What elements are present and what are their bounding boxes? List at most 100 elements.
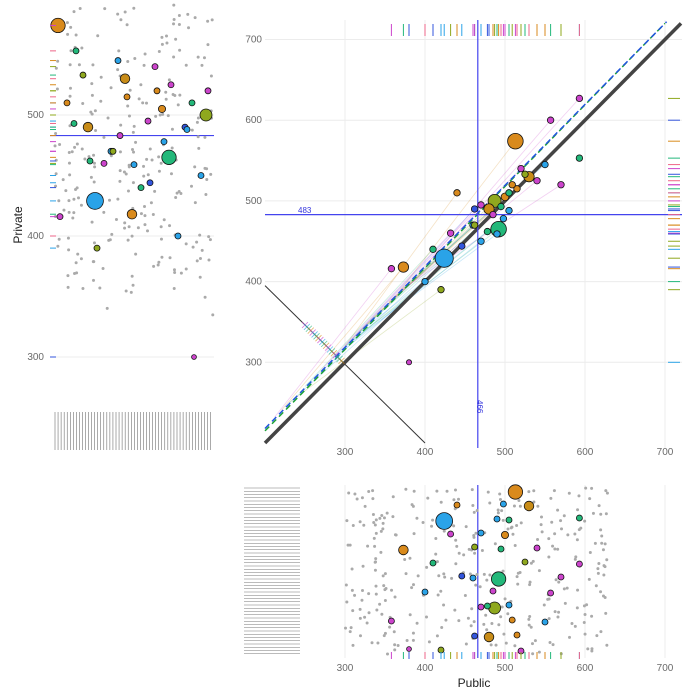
left-background-point <box>114 218 118 222</box>
left-background-point <box>76 252 80 256</box>
bottom-background-point <box>605 491 609 495</box>
left-background-point <box>90 82 94 86</box>
bottom-background-point <box>434 537 438 541</box>
left-background-point <box>193 16 197 20</box>
scatter-point <box>557 181 565 189</box>
left-highlight-point <box>109 147 117 155</box>
left-highlight-point <box>157 104 166 113</box>
bottom-background-point <box>393 643 397 647</box>
bottom-marginal-panel: 300 400 500 600 700 <box>244 484 674 674</box>
bottom-background-point <box>536 504 540 508</box>
bottom-background-point <box>594 584 598 588</box>
left-background-point <box>99 99 103 103</box>
projection-line <box>345 208 475 346</box>
bottom-background-point <box>537 650 541 654</box>
bottom-background-point <box>582 621 586 625</box>
left-background-point <box>179 191 183 195</box>
left-background-point <box>66 236 70 240</box>
bottom-background-point <box>408 556 412 560</box>
left-background-point <box>77 63 81 67</box>
bottom-background-point <box>567 491 571 495</box>
left-background-point <box>99 75 103 79</box>
bottom-background-point <box>604 512 608 516</box>
bottom-background-point <box>393 533 397 537</box>
left-background-point <box>75 186 79 190</box>
left-background-point <box>170 127 174 131</box>
bottom-background-point <box>513 543 517 547</box>
left-background-point <box>211 313 215 317</box>
left-background-point <box>131 283 135 287</box>
bottom-background-point <box>367 592 371 596</box>
bottom-background-point <box>562 514 566 518</box>
bottom-background-point <box>577 494 581 498</box>
left-background-point <box>132 6 136 10</box>
left-background-point <box>139 83 143 87</box>
bottom-background-point <box>602 573 606 577</box>
left-background-point <box>174 37 178 41</box>
bottom-background-point <box>518 571 522 575</box>
bottom-background-point <box>361 564 365 568</box>
left-background-point <box>142 63 146 67</box>
bottom-background-point <box>575 606 579 610</box>
bottom-background-point <box>601 548 605 552</box>
bottom-background-point <box>478 585 482 589</box>
scatter-point <box>470 205 479 213</box>
bottom-background-point <box>372 521 376 525</box>
bottom-background-point <box>404 572 408 576</box>
projection-line <box>350 204 482 341</box>
left-background-point <box>67 199 71 203</box>
left-highlight-point <box>86 192 104 210</box>
left-background-point <box>131 130 135 134</box>
left-background-point <box>71 216 75 220</box>
bottom-category-labels <box>244 487 300 654</box>
bottom-background-point <box>529 561 533 565</box>
scatter-point <box>541 160 549 169</box>
left-background-point <box>156 263 160 267</box>
left-background-point <box>132 150 136 154</box>
left-background-point <box>108 238 112 242</box>
x-tick-label: 300 <box>337 447 354 458</box>
left-category-labels <box>54 412 211 450</box>
left-background-point <box>172 268 176 272</box>
bottom-highlight-point <box>483 602 491 610</box>
bottom-background-point <box>551 544 555 548</box>
bottom-background-point <box>443 575 447 579</box>
left-highlight-point <box>82 121 94 133</box>
scatter-point <box>493 230 501 238</box>
left-background-point <box>141 101 145 105</box>
bottom-background-point <box>546 597 550 601</box>
left-background-point <box>202 56 206 60</box>
bottom-background-point <box>374 592 378 596</box>
bottom-background-point <box>393 648 397 652</box>
left-background-point <box>203 295 207 299</box>
bottom-highlight-point <box>500 531 509 540</box>
bottom-background-point <box>599 590 603 594</box>
bottom-x-tick-label: 600 <box>577 663 594 674</box>
bottom-background-point <box>345 519 349 523</box>
bottom-highlight-point <box>507 484 524 500</box>
left-background-point <box>168 256 172 260</box>
bottom-background-point <box>576 508 580 512</box>
scatter-point <box>483 227 492 236</box>
left-background-point <box>80 46 84 50</box>
left-background-point <box>66 32 70 36</box>
left-background-point <box>158 113 162 117</box>
bottom-background-point <box>426 496 430 500</box>
projection-line <box>305 257 445 386</box>
left-background-point <box>65 21 69 25</box>
left-background-point <box>190 128 194 132</box>
bottom-background-point <box>496 508 500 512</box>
left-background-point <box>178 48 182 52</box>
bottom-background-point <box>383 572 387 576</box>
bottom-background-point <box>363 615 367 619</box>
bottom-background-point <box>353 593 357 597</box>
bottom-background-point <box>454 538 458 542</box>
mean-public-label: 466 <box>475 400 484 414</box>
bottom-background-point <box>450 576 454 580</box>
left-background-point <box>102 210 106 214</box>
left-background-point <box>91 260 95 264</box>
bottom-background-point <box>445 489 449 493</box>
identity-line <box>263 22 683 445</box>
bottom-background-point <box>593 541 597 545</box>
bottom-x-tick-label: 500 <box>497 663 514 674</box>
